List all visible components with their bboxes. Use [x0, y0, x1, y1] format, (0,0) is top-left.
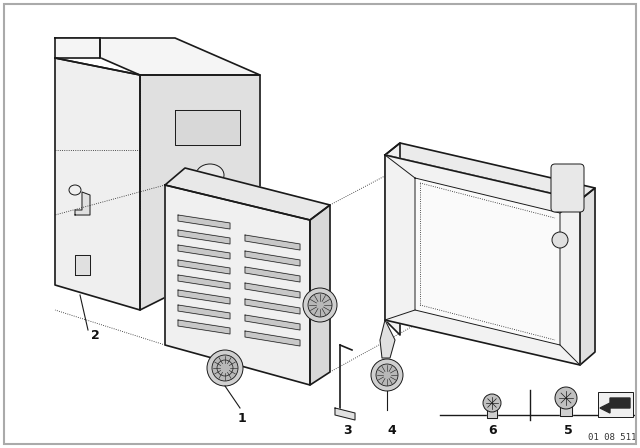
Circle shape: [552, 232, 568, 248]
Polygon shape: [75, 255, 90, 275]
Polygon shape: [178, 290, 230, 304]
Polygon shape: [178, 245, 230, 259]
Polygon shape: [55, 38, 260, 75]
Circle shape: [483, 394, 501, 412]
Text: 5: 5: [564, 423, 572, 436]
Circle shape: [303, 288, 337, 322]
Polygon shape: [178, 260, 230, 274]
Polygon shape: [75, 192, 90, 215]
Polygon shape: [178, 230, 230, 244]
Polygon shape: [245, 235, 300, 250]
Polygon shape: [178, 215, 230, 229]
Circle shape: [371, 359, 403, 391]
Polygon shape: [487, 408, 497, 418]
Text: 2: 2: [91, 328, 99, 341]
Circle shape: [308, 293, 332, 317]
Polygon shape: [385, 143, 400, 335]
Polygon shape: [245, 315, 300, 330]
FancyBboxPatch shape: [551, 164, 584, 212]
Polygon shape: [55, 38, 100, 58]
Text: 1: 1: [237, 412, 246, 425]
Text: 6: 6: [489, 423, 497, 436]
Polygon shape: [580, 188, 595, 365]
Circle shape: [207, 350, 243, 386]
Polygon shape: [245, 283, 300, 298]
Text: 4: 4: [388, 423, 396, 436]
Polygon shape: [178, 305, 230, 319]
Polygon shape: [165, 168, 330, 220]
Polygon shape: [380, 320, 395, 358]
Bar: [598, 392, 633, 417]
Polygon shape: [55, 58, 140, 310]
Ellipse shape: [196, 164, 224, 186]
Polygon shape: [600, 398, 630, 413]
Polygon shape: [415, 178, 560, 345]
Polygon shape: [165, 185, 310, 385]
Polygon shape: [245, 299, 300, 314]
Text: 3: 3: [344, 423, 352, 436]
Polygon shape: [385, 155, 580, 365]
Polygon shape: [310, 205, 330, 385]
Polygon shape: [385, 143, 595, 200]
Text: 01 08 511: 01 08 511: [588, 433, 636, 442]
Polygon shape: [335, 408, 355, 420]
Polygon shape: [178, 275, 230, 289]
Polygon shape: [245, 267, 300, 282]
Polygon shape: [245, 331, 300, 346]
Circle shape: [376, 364, 398, 386]
Polygon shape: [178, 320, 230, 334]
Polygon shape: [560, 404, 572, 416]
Polygon shape: [245, 251, 300, 266]
Polygon shape: [140, 75, 260, 310]
Circle shape: [212, 355, 238, 381]
Circle shape: [555, 387, 577, 409]
Polygon shape: [175, 110, 240, 145]
